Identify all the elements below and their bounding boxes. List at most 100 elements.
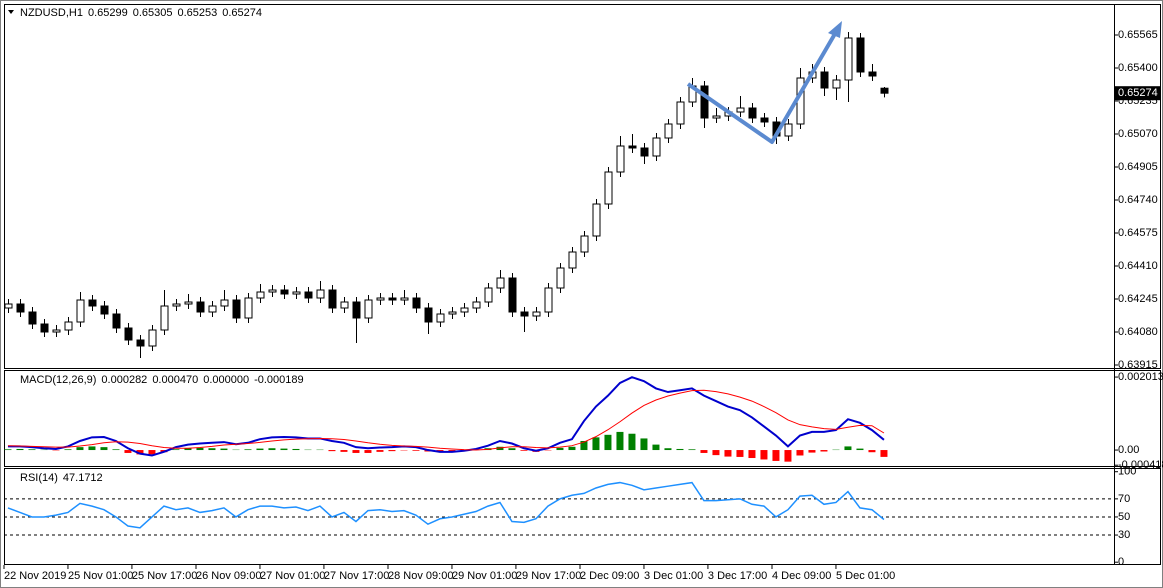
candle-body	[184, 301, 193, 305]
candle-body	[160, 305, 169, 331]
candle-body	[4, 303, 13, 309]
histogram-bar	[724, 450, 732, 457]
histogram-bar	[220, 448, 228, 451]
main-panel	[4, 4, 1161, 369]
histogram-bar	[664, 448, 672, 451]
x-tick-label: 2 Dec 09:00	[580, 570, 639, 582]
histogram-bar	[520, 450, 528, 451]
y-tick-label: 0.65400	[1118, 62, 1158, 74]
plot-layer: 0.655650.654000.652350.650700.649050.647…	[3, 7, 1163, 582]
histogram-bar	[352, 450, 360, 453]
candle-body	[292, 291, 301, 295]
histogram-bar	[364, 450, 372, 453]
y-tick-label: 0.64410	[1118, 260, 1158, 272]
candle-body	[40, 323, 49, 333]
histogram-bar	[376, 450, 384, 452]
candle-body	[76, 299, 85, 323]
macd-panel	[4, 370, 1161, 467]
candle-body	[568, 251, 577, 269]
x-tick-label: 3 Dec 01:00	[644, 570, 703, 582]
candle-body	[820, 71, 829, 89]
histogram-bar	[88, 446, 96, 451]
candle-body	[484, 287, 493, 303]
candle-body	[412, 297, 421, 309]
histogram-bar	[640, 438, 648, 451]
y-tick-label: -0.000418	[1118, 459, 1163, 471]
histogram-bar	[688, 449, 696, 451]
candle-body	[760, 117, 769, 123]
histogram-bar	[112, 449, 120, 451]
histogram-bar	[388, 450, 396, 452]
y-tick-label: 0.64080	[1118, 326, 1158, 338]
candle-body	[220, 299, 229, 307]
header-text: 0.000000	[203, 374, 249, 386]
x-tick-label: 4 Dec 09:00	[772, 570, 831, 582]
candle-body	[676, 101, 685, 125]
candle-body	[256, 291, 265, 299]
histogram-bar	[856, 448, 864, 451]
histogram-bar	[652, 444, 660, 451]
histogram-bar	[604, 434, 612, 451]
panel-plot	[4, 376, 888, 462]
header-text: RSI(14)	[20, 472, 58, 484]
candle-body	[628, 145, 637, 149]
candle-body	[652, 137, 661, 157]
histogram-bar	[496, 446, 504, 451]
candle-body	[148, 329, 157, 347]
histogram-bar	[328, 450, 336, 452]
candle-body	[100, 305, 109, 315]
histogram-bar	[676, 448, 684, 451]
panel-plot	[4, 481, 1114, 536]
y-tick-label: 0.63915	[1118, 359, 1158, 371]
x-tick-label: 26 Nov 09:00	[196, 570, 261, 582]
price-label-box	[1115, 86, 1160, 101]
histogram-bar	[808, 450, 816, 453]
candle-body	[856, 37, 865, 73]
candle-body	[664, 123, 673, 139]
y-tick-label: 30	[1118, 529, 1130, 541]
candle-body	[268, 289, 277, 293]
candle-body	[748, 107, 757, 119]
histogram-bar	[556, 447, 564, 451]
x-tick-label: 28 Nov 09:00	[388, 570, 453, 582]
histogram-bar	[592, 437, 600, 451]
candle-body	[844, 37, 853, 81]
header-text: 0.65274	[222, 7, 262, 19]
histogram-bar	[412, 450, 420, 451]
candle-body	[124, 327, 133, 341]
candle-body	[448, 311, 457, 315]
histogram-bar	[76, 447, 84, 451]
histogram-bar	[700, 450, 708, 453]
menu-arrow[interactable]	[8, 10, 14, 14]
candle-body	[328, 289, 337, 309]
candle-body	[868, 71, 877, 77]
y-tick-label: 50	[1118, 511, 1130, 523]
histogram-bar	[268, 448, 276, 451]
header-text: NZDUSD,H1	[20, 7, 83, 19]
histogram-bar	[256, 448, 264, 451]
x-tick-label: 29 Nov 01:00	[452, 570, 517, 582]
macd-line	[7, 389, 885, 451]
candle-body	[16, 303, 25, 313]
x-tick-label: 27 Nov 17:00	[324, 570, 389, 582]
candle-body	[376, 297, 385, 301]
y-tick-label: 70	[1118, 493, 1130, 505]
histogram-bar	[628, 433, 636, 451]
candle-body	[604, 171, 613, 205]
header-text: MACD(12,26,9)	[20, 374, 96, 386]
histogram-bar	[616, 431, 624, 451]
histogram-bar	[796, 450, 804, 456]
candle-body	[532, 311, 541, 317]
candle-body	[112, 313, 121, 329]
histogram-bar	[868, 450, 876, 453]
y-tick-label: 0.00	[1118, 444, 1139, 456]
macd-line	[7, 376, 885, 457]
histogram-bar	[172, 449, 180, 451]
y-tick-label: 100	[1118, 466, 1136, 478]
y-tick-label: 0.64245	[1118, 293, 1158, 305]
histogram-bar	[508, 448, 516, 451]
candle-body	[424, 307, 433, 323]
histogram-bar	[244, 449, 252, 451]
